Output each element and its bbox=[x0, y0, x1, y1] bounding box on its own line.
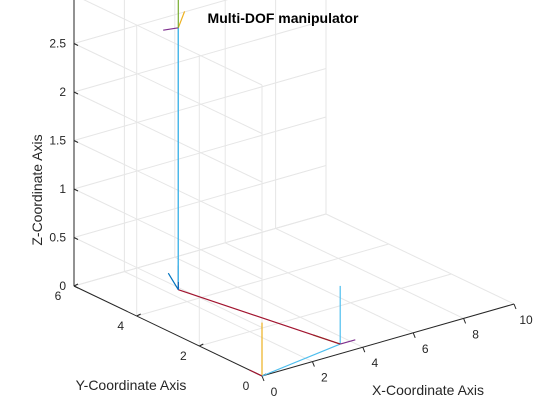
x-tick-label: 4 bbox=[371, 356, 378, 370]
grid-line bbox=[73, 19, 327, 93]
z-tick-mark bbox=[73, 285, 79, 289]
z-tick-mark bbox=[73, 91, 79, 95]
grid-line bbox=[174, 256, 364, 348]
x-tick-mark bbox=[412, 332, 416, 338]
z-tick-label: 1.5 bbox=[49, 134, 66, 148]
grid-line bbox=[73, 237, 263, 328]
grid-line bbox=[73, 91, 263, 183]
link-segment bbox=[261, 343, 341, 377]
grid-line bbox=[199, 273, 452, 347]
z-tick-mark bbox=[73, 237, 79, 240]
y-tick-mark bbox=[73, 283, 79, 287]
y-tick-mark bbox=[136, 313, 141, 317]
y-tick-mark bbox=[199, 343, 204, 347]
grid-line bbox=[83, 0, 263, 86]
z-tick-mark bbox=[73, 43, 79, 46]
x-tick-label: 10 bbox=[519, 313, 533, 327]
link-segment bbox=[178, 289, 341, 345]
z-tick-mark bbox=[73, 140, 79, 143]
y-axis-line bbox=[73, 285, 263, 377]
y-axis-label: Y-Coordinate Axis bbox=[76, 377, 187, 393]
grid-line bbox=[73, 68, 327, 141]
x-tick-mark bbox=[463, 318, 467, 324]
x-axis-label: X-Coordinate Axis bbox=[372, 382, 484, 398]
link-segment bbox=[340, 339, 356, 345]
grid-line bbox=[73, 0, 229, 44]
x-tick-mark bbox=[261, 375, 265, 382]
z-tick-label: 2 bbox=[59, 85, 66, 99]
x-tick-label: 0 bbox=[271, 385, 278, 399]
x-tick-mark bbox=[513, 303, 517, 310]
grid-line bbox=[224, 242, 414, 334]
grid-line bbox=[124, 271, 313, 363]
grid-line bbox=[73, 140, 263, 231]
z-tick-label: 0.5 bbox=[49, 231, 66, 245]
z-tick-label: 3 bbox=[59, 0, 66, 2]
y-tick-label: 6 bbox=[55, 289, 62, 303]
x-tick-mark bbox=[311, 361, 315, 367]
x-tick-label: 6 bbox=[422, 342, 429, 356]
y-tick-label: 0 bbox=[243, 379, 250, 393]
grid-line bbox=[73, 188, 263, 280]
manipulator-links bbox=[163, 0, 356, 377]
x-tick-mark bbox=[362, 347, 366, 353]
grid-line bbox=[73, 116, 327, 190]
axis-lines bbox=[73, 0, 517, 382]
z-axis-label: Z-Coordinate Axis bbox=[29, 134, 45, 245]
z-tick-label: 0 bbox=[59, 279, 66, 293]
x-tick-label: 8 bbox=[472, 327, 479, 341]
link-segment bbox=[167, 272, 179, 291]
z-tick-label: 1 bbox=[59, 182, 66, 196]
y-tick-label: 4 bbox=[117, 319, 124, 333]
grid-line bbox=[73, 213, 327, 287]
chart-title: Multi-DOF manipulator bbox=[208, 10, 359, 26]
y-tick-label: 2 bbox=[180, 349, 187, 363]
z-tick-mark bbox=[73, 188, 79, 192]
x-tick-label: 2 bbox=[321, 371, 328, 385]
grid-line bbox=[136, 243, 389, 317]
link-segment bbox=[249, 369, 263, 377]
grid-line bbox=[73, 165, 327, 238]
grid-line bbox=[73, 43, 263, 134]
z-tick-label: 2.5 bbox=[49, 37, 66, 51]
grid-line bbox=[275, 227, 464, 319]
link-segment bbox=[177, 11, 186, 29]
x-axis-line bbox=[261, 303, 515, 377]
link-segment bbox=[163, 27, 179, 31]
grid-line bbox=[325, 213, 515, 305]
